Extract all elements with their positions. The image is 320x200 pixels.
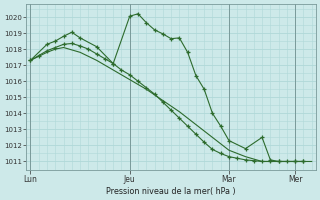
- X-axis label: Pression niveau de la mer( hPa ): Pression niveau de la mer( hPa ): [106, 187, 236, 196]
